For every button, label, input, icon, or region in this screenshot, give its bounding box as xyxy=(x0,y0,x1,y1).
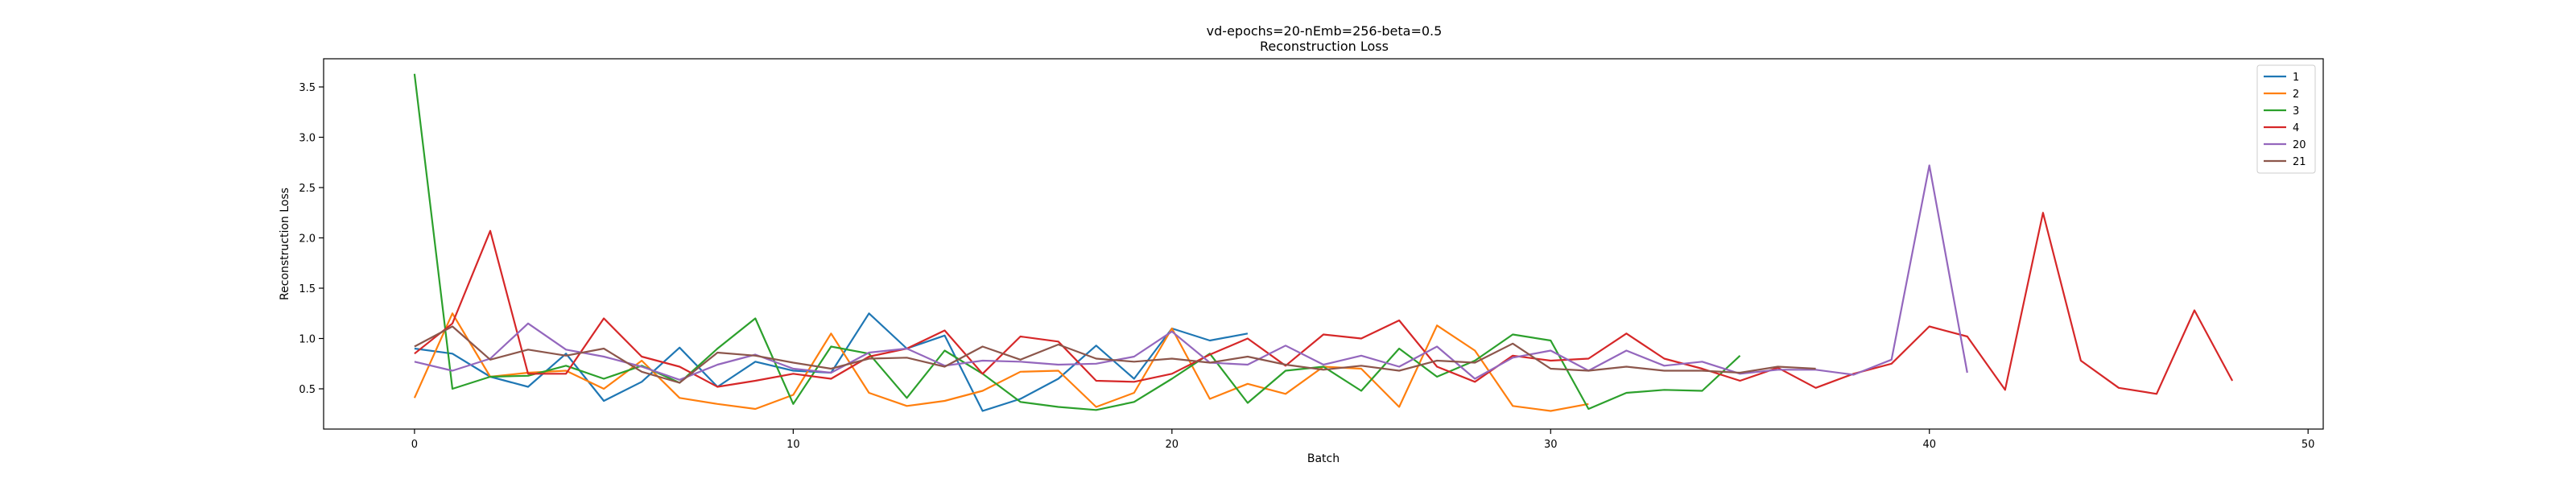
y-tick-label: 1.0 xyxy=(299,334,316,346)
y-axis-label: Reconstruction Loss xyxy=(279,188,291,300)
legend-label: 21 xyxy=(2293,156,2306,168)
series-line-4 xyxy=(414,212,2234,395)
x-tick-label: 50 xyxy=(2301,439,2315,451)
series-line-20 xyxy=(414,164,1968,381)
series-line-21 xyxy=(414,325,1816,384)
x-tick-label: 20 xyxy=(1166,439,1179,451)
x-tick-label: 10 xyxy=(786,439,800,451)
plot-frame xyxy=(323,58,2324,430)
x-axis: 0 10 20 30 40 50 xyxy=(411,429,2315,451)
x-axis-label: Batch xyxy=(1307,452,1340,465)
x-tick-label: 40 xyxy=(1922,439,1936,451)
chart-subtitle: Reconstruction Loss xyxy=(1260,39,1389,54)
y-tick-label: 1.5 xyxy=(299,283,316,295)
y-tick-label: 2.5 xyxy=(299,183,316,195)
legend-label: 2 xyxy=(2293,89,2299,101)
legend-label: 4 xyxy=(2293,122,2299,134)
y-tick-label: 2.0 xyxy=(299,233,316,246)
legend: 1 2 3 4 20 21 xyxy=(2256,64,2316,174)
legend-label: 1 xyxy=(2293,72,2299,84)
x-tick-label: 30 xyxy=(1544,439,1558,451)
chart-title: vd-epochs=20-nEmb=256-beta=0.5 xyxy=(1207,23,1443,39)
y-tick-label: 3.5 xyxy=(299,82,316,94)
series-line-2 xyxy=(413,312,1589,412)
legend-label: 20 xyxy=(2293,139,2306,151)
legend-box xyxy=(2256,64,2316,174)
legend-label: 3 xyxy=(2293,105,2299,118)
x-tick-label: 0 xyxy=(411,439,418,451)
y-axis: 0.5 1.0 1.5 2.0 2.5 3.0 3.5 xyxy=(299,82,324,396)
y-tick-label: 3.0 xyxy=(299,133,316,145)
series-layer xyxy=(413,73,2234,412)
y-tick-label: 0.5 xyxy=(299,384,316,396)
